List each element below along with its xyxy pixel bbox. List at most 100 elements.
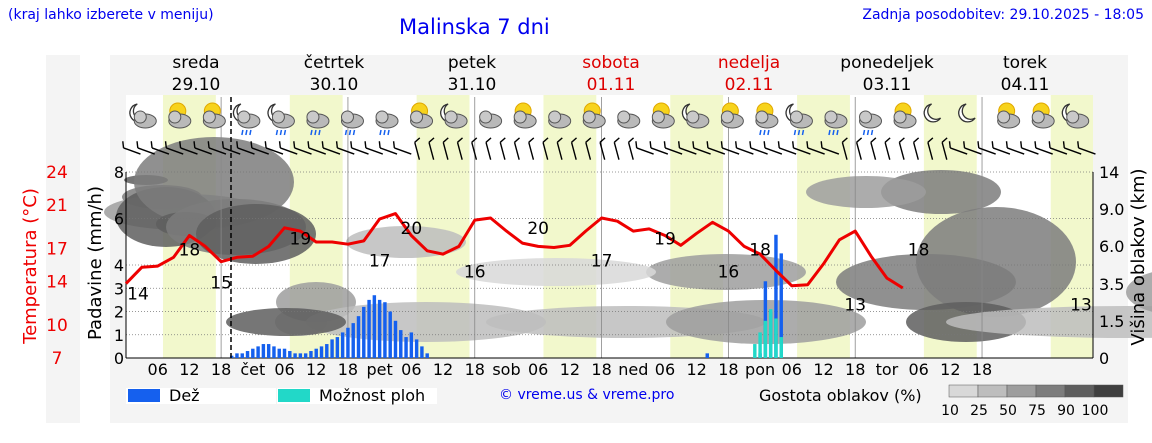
legend-rain-bg (126, 388, 276, 404)
rain-tick: 0 (114, 349, 124, 368)
rain-axis-label: Padavine (mm/h) (85, 186, 106, 340)
cloud-density-swatch (977, 384, 1008, 398)
wind-barb (777, 141, 797, 155)
rain-bar (425, 353, 429, 358)
wind-barb (585, 137, 592, 160)
rain-bar (367, 299, 371, 358)
wind-barb (278, 141, 298, 155)
x-tick-label: 06 (528, 360, 548, 379)
wind-barb (207, 141, 227, 155)
rain-tick: 1 (114, 326, 124, 345)
cloud-density-value: 50 (999, 403, 1017, 419)
shower-bars (753, 309, 783, 358)
moon-icon (958, 103, 976, 123)
temp-label: 18 (908, 241, 930, 261)
rain-bar (414, 339, 419, 358)
wind-barb (720, 141, 740, 155)
rain-bar (404, 337, 408, 358)
x-tick-label: 18 (845, 360, 865, 379)
wind-barb (122, 141, 141, 155)
cloud-patch (1126, 272, 1152, 312)
weather-icons-row (129, 102, 1090, 136)
wind-barb (792, 141, 811, 155)
day-date: 01.11 (587, 75, 636, 95)
rain-bar (282, 348, 287, 358)
wind-barb (193, 141, 212, 155)
x-tick-label: čet (240, 360, 265, 379)
x-axis-labels: 06 12 18 čet 06 12 18 pet 06 12 18 sob 06 12 18 ned 06 12… (148, 360, 993, 379)
region-hint-link[interactable]: (kraj lahko izberete v meniju) (8, 7, 214, 23)
wind-barb (635, 141, 654, 155)
temp-label: 17 (591, 252, 613, 272)
wind-barb (1062, 141, 1082, 155)
cloud-tick: 0 (1099, 349, 1109, 368)
day-name: nedelja (718, 53, 780, 73)
cloud-density-value: 75 (1028, 403, 1046, 419)
temperature-line (124, 212, 904, 290)
rain-bar (388, 311, 392, 358)
cloud-tick: 1.5 (1099, 312, 1124, 331)
temp-label: 16 (718, 263, 740, 283)
cloud-patch (196, 204, 316, 264)
rain-bar (393, 320, 398, 358)
wind-barb (806, 141, 825, 155)
wind-barb (763, 141, 783, 155)
night-cloud-rain-icon (267, 103, 295, 136)
sun-cloud-icon (202, 102, 226, 129)
rain-bar (383, 302, 387, 358)
wind-barb (912, 137, 920, 160)
cloud-cover-layer (104, 137, 1152, 344)
temp-label: 19 (290, 230, 312, 250)
x-tick-label: 12 (560, 360, 580, 379)
temp-label: 15 (210, 273, 232, 293)
cloud-patch (881, 170, 1001, 214)
wind-barb (513, 137, 521, 160)
wind-barb (963, 141, 982, 155)
temp-label: 18 (749, 241, 771, 261)
wind-barb (364, 141, 384, 155)
rain-bar (293, 353, 297, 358)
temp-label: 20 (401, 219, 423, 239)
temp-label: 17 (369, 252, 391, 272)
wind-barb (307, 141, 326, 155)
cloud-rain-icon (824, 110, 848, 136)
wind-barb (236, 141, 255, 155)
cloud-patch (806, 176, 926, 208)
wind-barb (977, 141, 996, 155)
wind-barb (749, 141, 768, 155)
wind-barb (692, 141, 711, 155)
rain-bars (229, 234, 783, 358)
temp-tick: 21 (46, 196, 68, 216)
rain-bar (372, 295, 377, 358)
rain-bar (261, 344, 266, 358)
temperature-series (124, 212, 904, 290)
temperature-labels: 14 18 15 19 17 20 16 20 17 19 16 18 13 18 13 (127, 219, 1092, 316)
rain-bar (325, 344, 329, 358)
day-name: ponedeljek (840, 53, 934, 73)
legend: Dež Možnost ploh Gostota oblakov (%) 10 25 50… (126, 384, 1124, 419)
rain-bar (399, 330, 403, 358)
cloud-patch (646, 254, 806, 290)
cloud-density-swatch (948, 384, 979, 398)
wind-barb (677, 141, 697, 155)
legend-cloud-title: Gostota oblakov (%) (759, 386, 922, 405)
legend-showers-label: Možnost ploh (319, 386, 425, 405)
legend-showers-swatch (278, 389, 310, 402)
wind-barbs-row (122, 137, 1096, 160)
wind-barb (164, 141, 184, 155)
temp-axis-label: Temperatura (°C) (20, 188, 41, 345)
temp-label: 14 (127, 284, 149, 304)
x-tick-label: 12 (179, 360, 199, 379)
cloud-tick: 6.0 (1099, 237, 1124, 256)
wind-barb (250, 141, 269, 155)
wind-barb (350, 141, 369, 155)
rain-bar (335, 337, 340, 358)
rain-bar (351, 323, 355, 358)
night-cloud-rain-icon (232, 103, 261, 136)
shower-bar (758, 332, 762, 358)
update-timestamp: Zadnja posodobitev: 29.10.2025 - 18:05 (862, 7, 1144, 23)
copyright-link[interactable]: © vreme.us & vreme.pro (499, 387, 675, 403)
wind-barb (841, 137, 848, 160)
wind-barb (321, 141, 341, 155)
